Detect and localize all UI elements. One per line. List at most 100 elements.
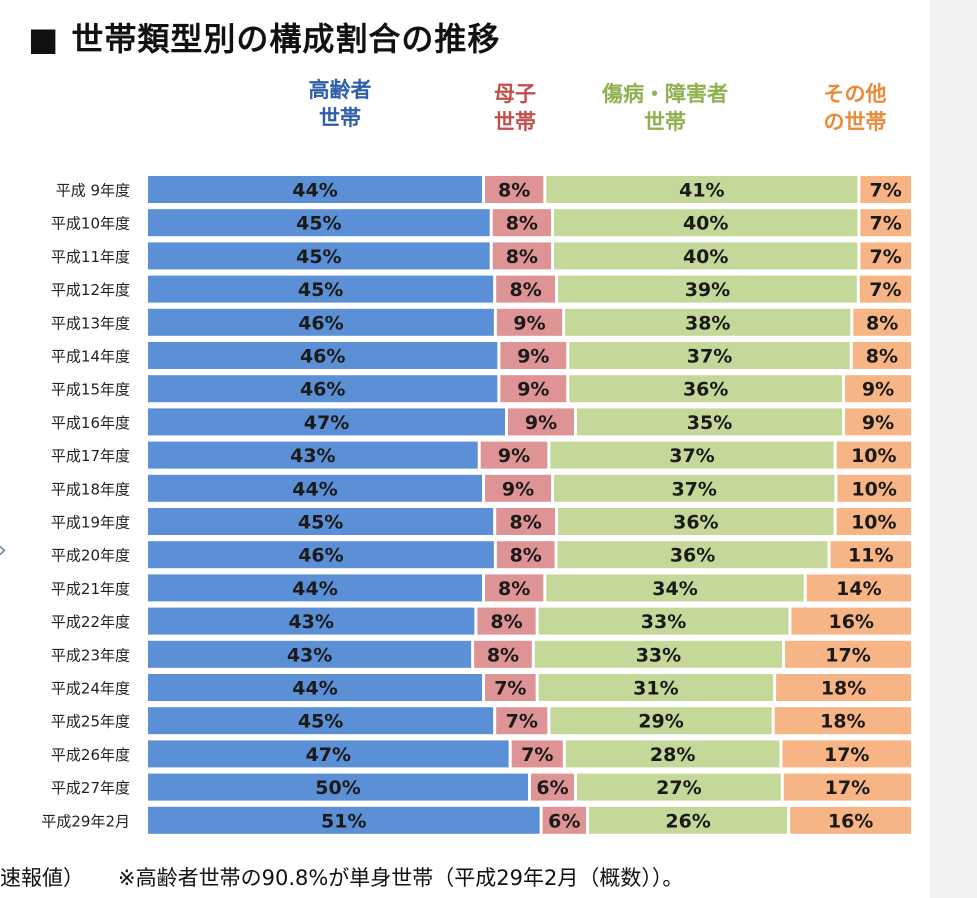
bar-segment bbox=[148, 773, 528, 801]
data-label: 45% bbox=[298, 711, 343, 733]
data-label: 36% bbox=[673, 512, 718, 534]
category-label: 平成17年度 bbox=[51, 447, 130, 465]
bar-segment bbox=[782, 740, 911, 768]
bar-segment bbox=[480, 441, 548, 469]
footnote-note: ※高齢者世帯の90.8%が単身世帯（平成29年2月（概数））。 bbox=[118, 866, 684, 890]
data-label: 38% bbox=[685, 312, 730, 334]
data-label: 8% bbox=[487, 644, 519, 666]
bar-segment bbox=[148, 541, 494, 569]
bar-segment bbox=[565, 740, 780, 768]
chevron-right-icon[interactable]: › bbox=[0, 538, 7, 563]
data-label: 29% bbox=[638, 711, 683, 733]
data-label: 9% bbox=[513, 312, 545, 334]
bar-segment bbox=[553, 242, 858, 270]
category-label: 平成25年度 bbox=[51, 713, 130, 731]
data-label: 46% bbox=[298, 545, 343, 567]
data-label: 8% bbox=[498, 578, 530, 600]
legend-elderly: 高齢者 世帯 bbox=[308, 78, 372, 130]
category-label: 平成14年度 bbox=[51, 348, 130, 366]
data-label: 9% bbox=[517, 379, 549, 401]
bar-segment bbox=[553, 209, 858, 237]
legend-disabled: 傷病・障害者 世帯 bbox=[602, 82, 728, 134]
data-label: 7% bbox=[870, 246, 902, 268]
bar-segment bbox=[148, 640, 472, 668]
data-label: 33% bbox=[641, 611, 686, 633]
bar-segment bbox=[496, 275, 556, 303]
data-label: 9% bbox=[862, 412, 894, 434]
category-label: 平成13年度 bbox=[51, 314, 130, 332]
page-title: ■ 世帯類型別の構成割合の推移 bbox=[28, 20, 501, 58]
bar-segment bbox=[836, 441, 911, 469]
bar-segment bbox=[148, 342, 498, 369]
category-label: 平成22年度 bbox=[51, 613, 130, 631]
data-label: 9% bbox=[498, 445, 530, 467]
data-label: 46% bbox=[298, 312, 343, 334]
bar-segment bbox=[496, 308, 563, 336]
bar-segment bbox=[860, 242, 911, 270]
bar-segment bbox=[485, 574, 544, 602]
data-label: 10% bbox=[851, 445, 896, 467]
bar-segment bbox=[531, 773, 574, 801]
bar-segment bbox=[148, 275, 494, 303]
data-label: 6% bbox=[536, 777, 568, 799]
data-label: 8% bbox=[866, 346, 898, 368]
data-label: 51% bbox=[321, 810, 366, 832]
bar-segment bbox=[791, 607, 911, 635]
bar-segment bbox=[148, 408, 506, 436]
bar-segment bbox=[500, 375, 567, 403]
bar-segment bbox=[148, 607, 475, 635]
data-label: 17% bbox=[825, 644, 870, 666]
bar-segment bbox=[785, 640, 911, 668]
legend-single-mother: 母子 世帯 bbox=[494, 82, 536, 134]
data-label: 37% bbox=[669, 445, 714, 467]
bar-segment bbox=[485, 176, 544, 203]
data-label: 9% bbox=[862, 379, 894, 401]
data-label: 33% bbox=[636, 644, 681, 666]
data-label: 45% bbox=[298, 512, 343, 534]
bar-segment bbox=[546, 176, 858, 203]
data-label: 40% bbox=[683, 213, 728, 235]
data-label: 46% bbox=[300, 379, 345, 401]
data-label: 14% bbox=[836, 578, 881, 600]
bar-segment bbox=[148, 707, 494, 735]
data-label: 16% bbox=[828, 611, 873, 633]
category-label: 平成27年度 bbox=[51, 779, 130, 797]
data-label: 18% bbox=[820, 711, 865, 733]
data-label: 41% bbox=[679, 180, 724, 202]
data-label: 6% bbox=[548, 810, 580, 832]
bar-segment bbox=[474, 640, 532, 668]
bar-segment bbox=[500, 342, 567, 369]
bar-segment bbox=[148, 508, 494, 535]
data-label: 9% bbox=[502, 478, 534, 500]
bar-segment bbox=[845, 408, 911, 436]
data-label: 37% bbox=[687, 346, 732, 368]
category-label: 平成26年度 bbox=[51, 746, 130, 764]
category-label: 平成20年度 bbox=[51, 547, 130, 565]
data-label: 47% bbox=[306, 744, 351, 766]
legend-other: その他 の世帯 bbox=[823, 82, 887, 134]
data-label: 8% bbox=[490, 611, 522, 633]
category-label: 平成23年度 bbox=[51, 646, 130, 664]
bar-segment bbox=[538, 674, 774, 701]
data-label: 45% bbox=[296, 246, 341, 268]
data-label: 39% bbox=[685, 279, 730, 301]
bar-segment bbox=[837, 474, 911, 502]
bar-segment bbox=[776, 674, 911, 701]
data-label: 7% bbox=[870, 213, 902, 235]
bar-segment bbox=[477, 607, 536, 635]
category-label: 平成16年度 bbox=[51, 414, 130, 432]
data-label: 28% bbox=[650, 744, 695, 766]
data-label: 9% bbox=[525, 412, 557, 434]
bar-segment bbox=[492, 242, 551, 270]
right-margin-strip bbox=[930, 0, 977, 898]
category-label: 平成 9年度 bbox=[56, 182, 130, 200]
data-label: 9% bbox=[517, 346, 549, 368]
bar-segment bbox=[511, 740, 563, 768]
data-label: 7% bbox=[494, 678, 526, 700]
bar-segment bbox=[534, 640, 783, 668]
bar-segment bbox=[576, 773, 781, 801]
data-label: 10% bbox=[851, 478, 896, 500]
category-label: 平成11年度 bbox=[51, 248, 130, 266]
bar-segment bbox=[569, 375, 843, 403]
data-label: 17% bbox=[824, 744, 869, 766]
